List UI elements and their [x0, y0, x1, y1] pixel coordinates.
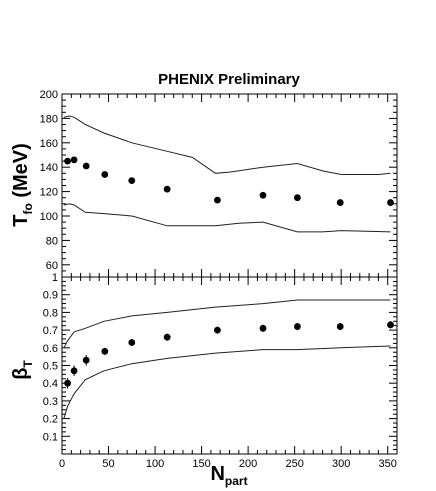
- chart-title: PHENIX Preliminary: [158, 71, 300, 88]
- band-upper-line: [63, 115, 391, 175]
- y-tick-label: 0.8: [43, 307, 58, 319]
- data-point: [101, 171, 109, 178]
- y-tick-label: 60: [46, 260, 58, 272]
- x-tick-label: 250: [285, 458, 303, 470]
- y-tick-label: 0.7: [43, 325, 58, 337]
- data-point: [82, 356, 90, 364]
- x-tick-label: 150: [192, 458, 210, 470]
- data-point: [64, 157, 71, 165]
- band-lower-line: [63, 345, 391, 419]
- x-axis-label: Npart: [210, 463, 247, 488]
- y-tick-label: 0.2: [43, 414, 58, 426]
- band-lower-line: [63, 203, 391, 233]
- y-tick-label: 100: [40, 211, 58, 223]
- data-point: [387, 199, 394, 206]
- y-axis-label-tfo: Tfo (MeV): [10, 143, 35, 227]
- x-tick-label: 300: [332, 458, 350, 470]
- y-tick-label: 200: [40, 89, 58, 101]
- y-tick-label: 160: [40, 138, 58, 150]
- data-point: [214, 196, 221, 204]
- data-point: [336, 199, 344, 206]
- x-tick-label: 200: [239, 458, 257, 470]
- y-tick-label: 0.6: [43, 343, 58, 355]
- y-tick-label: 1: [52, 272, 58, 284]
- panel-frame: [61, 276, 398, 455]
- y-axis-label-main: β: [10, 368, 32, 380]
- y-tick-label: 0.9: [43, 290, 58, 302]
- y-axis-label-beta: βT: [10, 360, 35, 380]
- x-tick-label: 350: [379, 458, 397, 470]
- panel-frame: [61, 93, 398, 278]
- data-point: [101, 347, 109, 355]
- y-tick-label: 0.4: [43, 378, 58, 390]
- y-tick-label: 0.1: [43, 431, 58, 443]
- y-axis-label-main: T: [10, 215, 32, 227]
- panel-transverse-velocity: 0.1 0.2 0.3 0.4 0.5 0.6 0.7 0.8 0.9 1: [43, 272, 398, 455]
- x-tick-label: 0: [59, 458, 65, 470]
- data-point: [163, 333, 171, 341]
- data-point: [387, 321, 394, 329]
- data-point: [70, 156, 78, 164]
- data-point: [259, 191, 267, 199]
- x-axis-label-sub: part: [225, 474, 248, 488]
- data-point: [294, 194, 301, 202]
- y-axis-label-unit: (MeV): [10, 143, 32, 203]
- band-upper-line: [63, 299, 391, 349]
- data-point: [82, 162, 90, 170]
- x-tick-label: 50: [102, 458, 114, 470]
- panel-freeze-out-temperature: 60 80 100 120 140 160 180 200: [40, 89, 398, 278]
- data-point: [70, 367, 78, 375]
- data-point: [259, 324, 267, 332]
- y-axis-label-sub: fo: [21, 203, 35, 214]
- data-point: [336, 323, 344, 330]
- y-tick-label: 140: [40, 162, 58, 174]
- y-axis-label-sub: T: [21, 360, 35, 368]
- x-axis-label-main: N: [210, 463, 224, 485]
- data-point: [214, 326, 221, 334]
- x-tick-label: 100: [146, 458, 164, 470]
- y-tick-label: 80: [46, 235, 58, 247]
- y-tick-label: 0.3: [43, 396, 58, 408]
- data-point: [128, 177, 136, 185]
- y-tick-label: 180: [40, 113, 58, 125]
- data-point: [163, 185, 171, 193]
- y-tick-label: 0.5: [43, 361, 58, 373]
- y-tick-label: 120: [40, 187, 58, 199]
- data-point: [128, 339, 136, 346]
- data-point: [64, 379, 71, 387]
- data-point: [294, 323, 301, 330]
